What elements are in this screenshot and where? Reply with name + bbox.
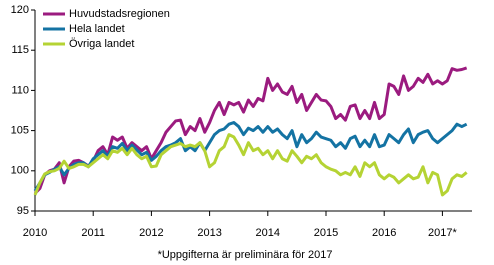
- y-tick-label: 100: [11, 165, 29, 177]
- series-line: [33, 133, 468, 197]
- y-tick-label: 120: [11, 4, 29, 16]
- x-tick-label: 2012: [139, 227, 163, 239]
- legend-label: Övriga landet: [69, 38, 134, 50]
- x-tick-label: 2013: [197, 227, 221, 239]
- x-tick-label: 2011: [81, 227, 105, 239]
- x-tick-label: 2015: [314, 227, 338, 239]
- x-tick-label: 2014: [256, 227, 280, 239]
- y-tick-label: 105: [11, 125, 29, 137]
- x-tick-label: 2017*: [428, 227, 457, 239]
- y-tick-label: 95: [17, 205, 29, 217]
- legend-label: Hela landet: [69, 23, 125, 35]
- footnote: *Uppgifterna är preliminära för 2017: [158, 249, 333, 261]
- series-line: [33, 121, 468, 192]
- y-tick-label: 115: [11, 44, 29, 56]
- y-tick-label: 110: [11, 84, 29, 96]
- legend-label: Huvudstadsregionen: [69, 8, 170, 20]
- x-tick-label: 2016: [372, 227, 396, 239]
- x-tick-label: 2010: [23, 227, 47, 239]
